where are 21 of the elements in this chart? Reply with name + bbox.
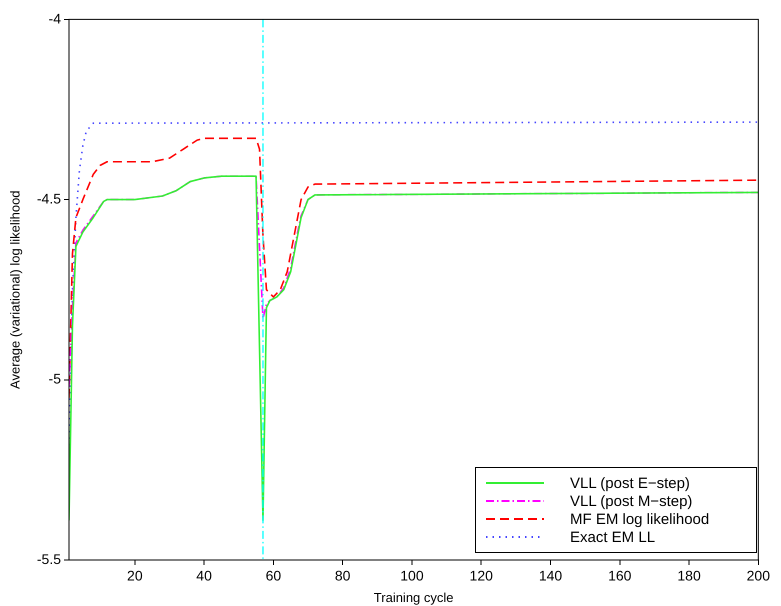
x-tick-label: 180 bbox=[677, 567, 701, 584]
x-tick-label: 200 bbox=[746, 567, 770, 584]
y-tick-label: -4 bbox=[48, 10, 62, 26]
y-tick-label: -4.5 bbox=[36, 190, 62, 206]
legend-label: MF EM log likelihood bbox=[570, 510, 710, 528]
x-tick-label: 140 bbox=[538, 567, 562, 584]
line-series bbox=[69, 138, 758, 399]
y-tick-label: -5.5 bbox=[36, 550, 62, 567]
legend-label: VLL (post E−step) bbox=[570, 474, 691, 492]
x-tick-label: 40 bbox=[196, 567, 212, 584]
x-tick-label: 20 bbox=[127, 567, 143, 584]
legend-label: Exact EM LL bbox=[570, 528, 656, 546]
x-axis-title: Training cycle bbox=[374, 590, 454, 605]
x-tick-label: 80 bbox=[334, 567, 351, 584]
x-tick-label: 160 bbox=[608, 567, 632, 584]
legend-label: VLL (post M−step) bbox=[570, 492, 694, 510]
x-tick-label: 120 bbox=[470, 567, 494, 584]
x-tick-label: 100 bbox=[400, 567, 424, 584]
y-tick-label: -5 bbox=[48, 370, 62, 387]
y-axis-title: Average (variational) log likelihood bbox=[7, 190, 22, 389]
x-tick-label: 60 bbox=[266, 567, 282, 584]
